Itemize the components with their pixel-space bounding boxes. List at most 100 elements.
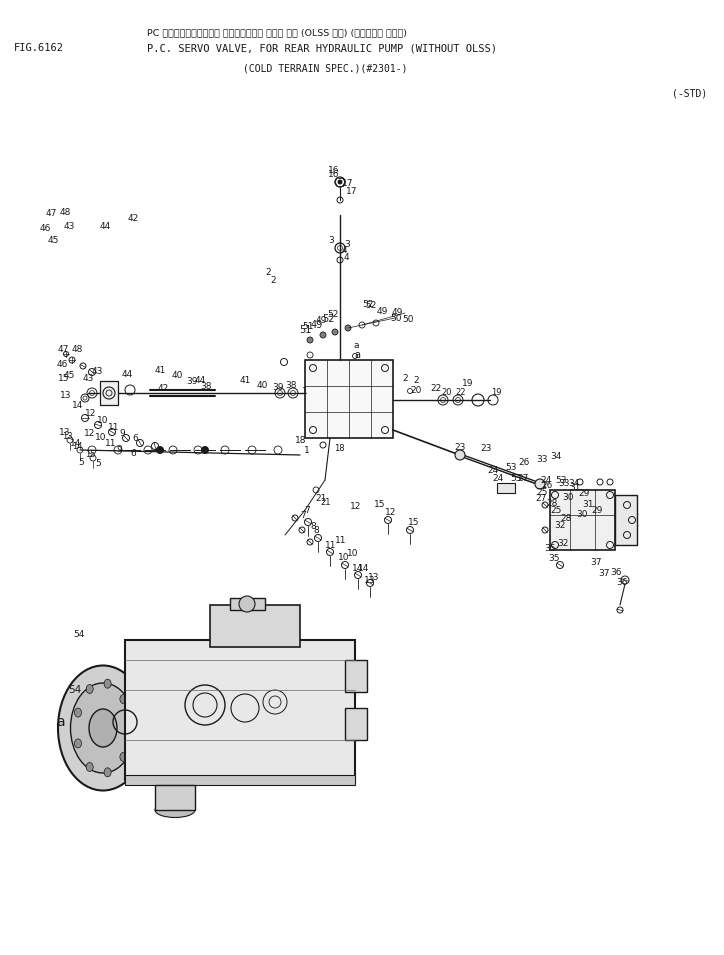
Bar [550,490,615,550]
Text: 30: 30 [562,493,573,501]
Text: 35: 35 [544,543,555,553]
Text: 10: 10 [95,433,106,441]
Text: 5: 5 [78,457,84,466]
Text: 52: 52 [327,309,338,319]
Text: 49: 49 [392,308,403,316]
Text: 9: 9 [116,444,122,454]
Text: 36: 36 [610,567,621,577]
Text: 14: 14 [72,400,83,410]
Text: 53: 53 [505,462,516,472]
Bar [345,660,367,692]
Text: 2: 2 [413,375,418,385]
Text: 29: 29 [591,505,602,515]
Text: 40: 40 [256,380,268,390]
Text: 12: 12 [350,501,361,511]
Text: 46: 46 [57,359,68,369]
Text: 15: 15 [58,373,70,383]
Text: a: a [354,350,360,360]
Circle shape [455,450,465,460]
Text: 35: 35 [548,554,560,562]
Text: 11: 11 [105,438,117,448]
Text: (-STD): (-STD) [672,88,707,98]
Text: 54: 54 [68,685,82,695]
Text: 43: 43 [64,222,75,230]
Text: 11: 11 [325,541,337,549]
Text: 18: 18 [295,435,306,444]
Text: 44: 44 [122,370,133,378]
Circle shape [239,596,255,612]
Text: 24: 24 [487,465,498,475]
Text: P.C. SERVO VALVE, FOR REAR HYDRAULIC PUMP (WITHOUT OLSS): P.C. SERVO VALVE, FOR REAR HYDRAULIC PUM… [147,43,497,53]
Text: 17: 17 [346,186,358,196]
Text: 39: 39 [186,376,198,386]
Text: 37: 37 [598,568,610,578]
Text: 13: 13 [60,391,72,399]
Circle shape [332,329,338,335]
Text: 27: 27 [535,494,547,502]
Bar [210,605,300,647]
Text: 27: 27 [517,474,529,482]
Text: 6: 6 [130,449,136,457]
Text: 26: 26 [541,480,552,490]
Text: 2: 2 [402,373,408,383]
Text: a: a [56,715,64,729]
Ellipse shape [155,802,195,817]
Text: 51: 51 [302,322,313,330]
Text: 13: 13 [62,432,72,440]
Text: 6: 6 [132,434,138,442]
Text: 53: 53 [510,474,521,482]
Text: 3: 3 [328,236,334,244]
Text: 15: 15 [85,450,96,458]
Text: 41: 41 [240,375,251,385]
Text: 49: 49 [316,315,327,325]
Bar [155,785,195,810]
Text: 2: 2 [265,267,271,277]
Bar [230,598,265,610]
Text: 30: 30 [576,510,587,519]
Text: 42: 42 [128,214,139,223]
Text: 54: 54 [73,629,85,639]
Bar [100,381,118,405]
Ellipse shape [120,694,127,704]
Text: 14: 14 [70,438,81,448]
Text: 14: 14 [352,563,363,572]
Text: 40: 40 [172,371,183,379]
Text: 14: 14 [72,441,83,451]
Text: 37: 37 [590,558,602,566]
Text: 13: 13 [368,572,379,582]
Text: 38: 38 [200,381,211,391]
Text: 28: 28 [546,499,557,507]
Text: 44: 44 [194,375,206,385]
Text: 34: 34 [568,478,579,487]
Text: 39: 39 [272,383,284,392]
Text: 31: 31 [569,482,581,492]
Text: 43: 43 [83,373,94,383]
Text: 15: 15 [374,499,385,508]
Text: 12: 12 [84,429,96,437]
Text: 14: 14 [358,563,369,572]
Circle shape [345,325,351,331]
Text: 48: 48 [60,207,72,217]
Text: 24: 24 [492,474,503,482]
Text: 32: 32 [557,539,568,547]
Text: 43: 43 [91,367,103,375]
Text: 34: 34 [550,452,561,460]
Text: 24: 24 [540,476,551,484]
Text: 4: 4 [344,252,350,262]
Bar [125,640,355,780]
Ellipse shape [89,709,117,747]
Text: 28: 28 [560,514,571,522]
Text: 10: 10 [97,415,109,425]
Text: 16: 16 [328,165,340,175]
Ellipse shape [104,768,111,776]
Text: 36: 36 [616,578,628,586]
Text: 21: 21 [320,498,330,506]
Text: 45: 45 [48,236,59,244]
Text: 32: 32 [554,520,565,529]
Ellipse shape [104,679,111,689]
Circle shape [535,479,545,489]
Text: 31: 31 [582,499,594,508]
Text: 52: 52 [365,301,376,309]
Text: 49: 49 [311,320,323,330]
Text: 41: 41 [155,366,167,374]
